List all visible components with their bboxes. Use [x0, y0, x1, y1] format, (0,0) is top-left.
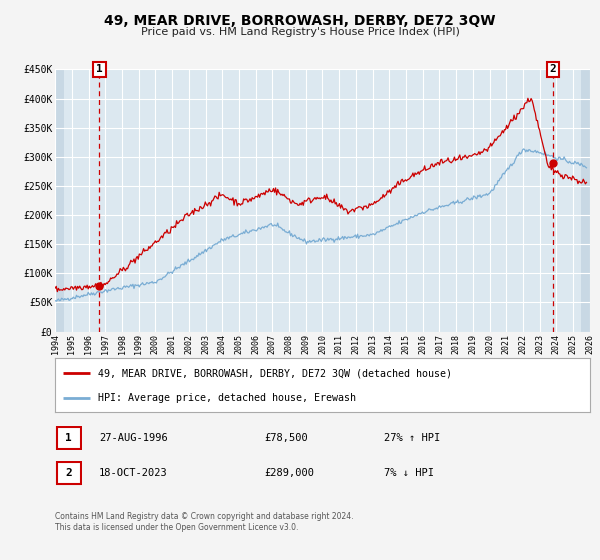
- Text: 2: 2: [550, 64, 556, 74]
- FancyBboxPatch shape: [56, 462, 81, 484]
- Text: 49, MEAR DRIVE, BORROWASH, DERBY, DE72 3QW: 49, MEAR DRIVE, BORROWASH, DERBY, DE72 3…: [104, 14, 496, 28]
- Text: 27% ↑ HPI: 27% ↑ HPI: [384, 433, 440, 443]
- FancyBboxPatch shape: [56, 427, 81, 449]
- Text: 1: 1: [65, 433, 72, 443]
- Text: HPI: Average price, detached house, Erewash: HPI: Average price, detached house, Erew…: [98, 393, 356, 403]
- Text: Price paid vs. HM Land Registry's House Price Index (HPI): Price paid vs. HM Land Registry's House …: [140, 27, 460, 37]
- Text: 7% ↓ HPI: 7% ↓ HPI: [384, 468, 434, 478]
- Text: 1: 1: [96, 64, 103, 74]
- Text: Contains HM Land Registry data © Crown copyright and database right 2024.
This d: Contains HM Land Registry data © Crown c…: [55, 512, 354, 532]
- Text: £78,500: £78,500: [264, 433, 308, 443]
- Text: 27-AUG-1996: 27-AUG-1996: [99, 433, 168, 443]
- Text: 2: 2: [65, 468, 72, 478]
- Text: 18-OCT-2023: 18-OCT-2023: [99, 468, 168, 478]
- Text: £289,000: £289,000: [264, 468, 314, 478]
- Text: 49, MEAR DRIVE, BORROWASH, DERBY, DE72 3QW (detached house): 49, MEAR DRIVE, BORROWASH, DERBY, DE72 3…: [98, 368, 452, 379]
